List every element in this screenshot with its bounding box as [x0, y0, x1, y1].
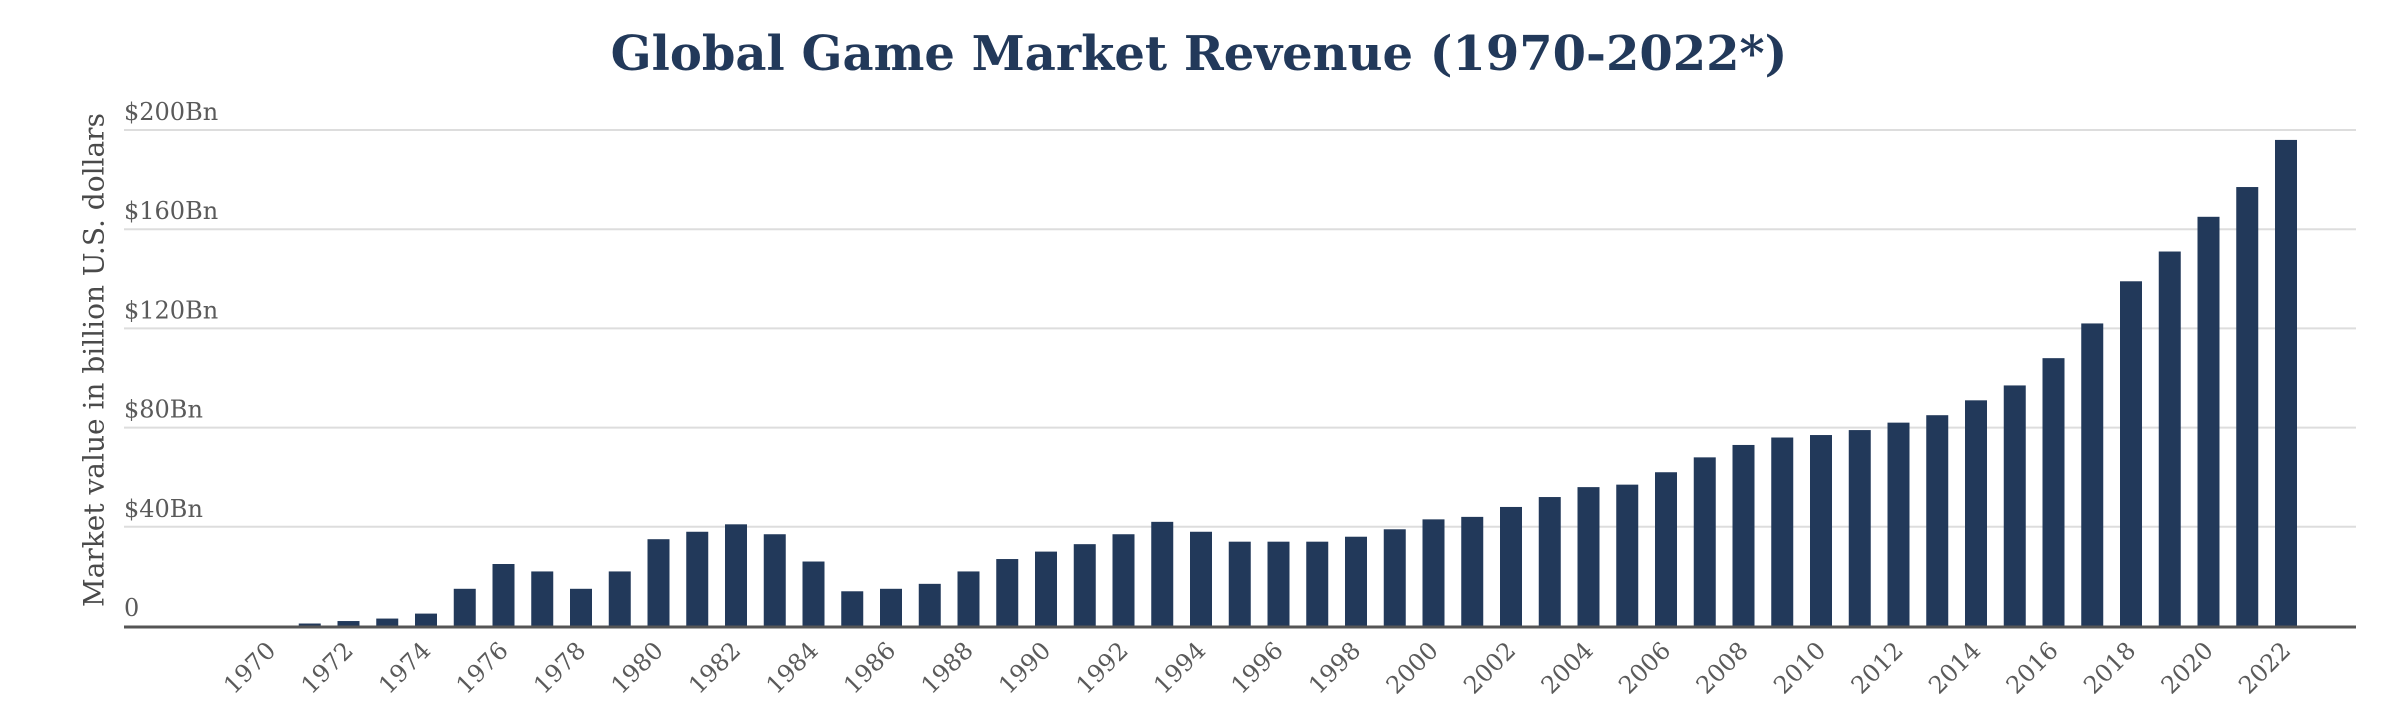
y-tick-label: $120Bn — [124, 296, 218, 324]
x-tick-label: 2002 — [1458, 636, 1521, 699]
y-tick-label: $40Bn — [124, 495, 203, 523]
x-tick-label: 1976 — [451, 636, 514, 699]
bar-1984 — [802, 561, 825, 626]
x-tick-label: 1998 — [1303, 636, 1366, 699]
bar-1980 — [647, 539, 670, 626]
x-tick-label: 1992 — [1071, 636, 1134, 699]
y-tick-label: $160Bn — [124, 197, 218, 225]
chart-title: Global Game Market Revenue (1970-2022*) — [610, 26, 1788, 82]
bar-2001 — [1461, 516, 1484, 626]
bar-2011 — [1848, 430, 1871, 626]
x-tick-label: 2006 — [1613, 636, 1676, 699]
bar-1981 — [686, 531, 709, 626]
bar-2019 — [2158, 251, 2181, 626]
x-tick-label: 2018 — [2078, 636, 2141, 699]
x-tick-label: 2000 — [1381, 636, 1444, 699]
x-tick-label: 2012 — [1846, 636, 1909, 699]
bar-2005 — [1616, 484, 1639, 626]
bar-1993 — [1151, 521, 1174, 626]
x-tick-label: 1982 — [683, 636, 746, 699]
bar-1998 — [1345, 536, 1367, 626]
x-tick-label: 1980 — [606, 636, 669, 699]
bar-1971 — [298, 623, 321, 626]
bar-2013 — [1926, 415, 1949, 626]
y-tick-label: $200Bn — [124, 98, 218, 126]
bar-1977 — [531, 571, 554, 626]
bar-2022 — [2275, 139, 2297, 627]
bar-2002 — [1500, 506, 1522, 626]
bar-1985 — [841, 591, 864, 626]
bar-1978 — [570, 588, 592, 626]
bar-2020 — [2197, 216, 2220, 627]
bar-1988 — [957, 571, 980, 626]
x-tick-label: 1988 — [916, 636, 979, 699]
x-tick-label: 2016 — [2001, 636, 2064, 699]
x-tick-label: 1996 — [1226, 636, 1289, 699]
bar-1987 — [918, 583, 941, 626]
x-tick-label: 1984 — [761, 636, 824, 699]
bar-1989 — [996, 559, 1019, 626]
bar-1974 — [415, 613, 437, 626]
bar-2015 — [2003, 385, 2026, 626]
x-tick-label: 2022 — [2233, 636, 2296, 699]
bar-2010 — [1810, 435, 1832, 626]
bar-1990 — [1035, 551, 1057, 626]
bar-2018 — [2120, 281, 2142, 626]
bar-1994 — [1190, 531, 1212, 626]
bar-2007 — [1693, 457, 1716, 626]
x-tick-label: 2008 — [1691, 636, 1754, 699]
bar-1992 — [1112, 534, 1135, 626]
bar-1999 — [1383, 529, 1406, 626]
bar-1991 — [1073, 544, 1096, 626]
bar-2008 — [1732, 444, 1755, 626]
bar-2016 — [2042, 358, 2065, 626]
x-tick-label: 2010 — [1768, 636, 1831, 699]
x-tick-label: 1972 — [296, 636, 359, 699]
bar-1997 — [1306, 541, 1329, 626]
x-tick-label: 1994 — [1148, 636, 1211, 699]
bars — [298, 139, 2297, 627]
bar-2004 — [1577, 487, 1600, 626]
bar-2003 — [1538, 497, 1561, 626]
bar-2014 — [1965, 400, 1987, 626]
bar-2000 — [1422, 519, 1445, 626]
y-axis-ticks: 0 $40Bn $80Bn $120Bn $160Bn $200Bn — [124, 98, 218, 622]
x-tick-label: 2014 — [1923, 636, 1986, 699]
x-tick-label: 2020 — [2156, 636, 2219, 699]
bar-2009 — [1771, 437, 1794, 626]
bar-1983 — [763, 534, 786, 626]
bar-1996 — [1267, 541, 1290, 626]
bar-1973 — [376, 618, 399, 626]
bar-1982 — [725, 524, 747, 626]
bar-1986 — [880, 588, 902, 626]
x-tick-label: 1990 — [993, 636, 1056, 699]
x-tick-label: 1970 — [218, 636, 281, 699]
x-tick-label: 1974 — [373, 636, 436, 699]
x-tick-label: 2004 — [1536, 636, 1599, 699]
bar-1979 — [608, 571, 631, 626]
x-axis-ticks: 1970 1972 1974 1976 1978 1980 1982 1984 1986 1988… — [218, 636, 2296, 699]
y-tick-label: 0 — [124, 594, 139, 622]
bar-1972 — [337, 621, 360, 626]
bar-1975 — [453, 588, 476, 626]
bar-2012 — [1887, 422, 1910, 626]
bar-2017 — [2081, 323, 2104, 626]
x-tick-label: 1978 — [528, 636, 591, 699]
y-tick-label: $80Bn — [124, 396, 203, 424]
bar-2021 — [2236, 187, 2259, 627]
x-tick-label: 1986 — [838, 636, 901, 699]
bar-1976 — [492, 564, 515, 626]
bar-2006 — [1655, 472, 1677, 626]
bar-1995 — [1228, 541, 1251, 626]
